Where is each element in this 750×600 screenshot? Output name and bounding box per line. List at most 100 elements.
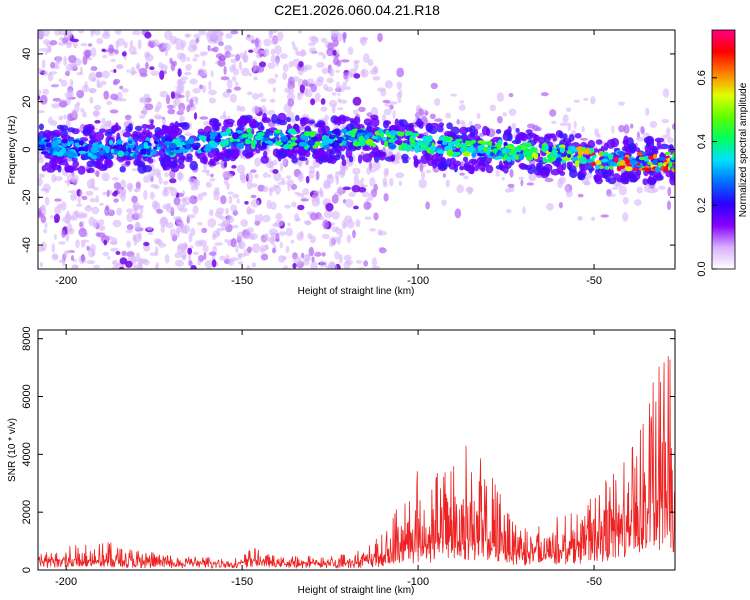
spectrogram-noise-blob [185, 64, 192, 71]
spectrogram-y-tick-label: -20 [21, 189, 33, 205]
spectrogram-noise-blob [353, 73, 361, 79]
spectrogram-noise-blob [285, 227, 293, 237]
spectrogram-noise-blob [330, 30, 339, 37]
spectrogram-ridge-blob [612, 173, 621, 180]
spectrogram-noise-blob [240, 173, 247, 184]
spectrogram-core-blob [68, 140, 75, 144]
spectrogram-ridge-blob [67, 127, 76, 133]
spectrogram-noise-blob [559, 176, 566, 184]
spectrogram-ridge-blob [297, 147, 307, 155]
spectrogram-noise-blob [667, 200, 671, 211]
spectrogram-core-blob [229, 137, 235, 143]
spectrogram-x-tick-label: -150 [231, 275, 253, 287]
spectrogram-noise-blob [666, 127, 671, 136]
spectrogram-core-blob [456, 151, 461, 156]
spectrogram-noise-blob [279, 53, 288, 59]
spectrogram-noise-blob [247, 234, 255, 240]
spectrogram-noise-blob [92, 186, 99, 191]
spectrogram-noise-blob [465, 186, 474, 193]
spectrogram-noise-blob [385, 147, 393, 157]
spectrogram-noise-blob [336, 81, 340, 91]
spectrogram-noise-blob [88, 43, 93, 47]
spectrogram-noise-blob [51, 242, 56, 253]
spectrogram-ridge-blob [373, 154, 380, 163]
spectrogram-noise-blob [143, 93, 151, 99]
spectrogram-noise-blob [92, 264, 101, 269]
spectrogram-noise-blob [216, 207, 225, 215]
spectrogram-core-blob [342, 139, 347, 146]
spectrogram-noise-blob [314, 92, 321, 100]
spectrogram-core-blob [156, 146, 161, 150]
spectrogram-noise-blob [236, 198, 240, 204]
spectrogram-noise-blob [278, 231, 287, 236]
spectrogram-ridge-blob [64, 163, 71, 173]
spectrogram-noise-blob [369, 228, 377, 232]
spectrogram-ridge-blob [398, 119, 404, 125]
spectrogram-noise-blob [211, 259, 217, 268]
spectrogram-core-blob [625, 166, 633, 172]
spectrogram-noise-blob [250, 199, 260, 208]
spectrogram-noise-blob [219, 255, 226, 261]
spectrogram-noise-blob [331, 210, 340, 220]
spectrogram-core-blob [613, 158, 619, 161]
spectrogram-noise-blob [235, 245, 239, 253]
spectrogram-noise-blob [293, 256, 302, 266]
spectrogram-noise-blob [64, 220, 71, 224]
spectrogram-ridge-blob [86, 160, 95, 168]
spectrogram-core-blob [492, 148, 498, 154]
spectrogram-ridge-blob [77, 165, 86, 175]
spectrogram-noise-blob [332, 49, 337, 56]
spectrogram-core-blob [117, 150, 125, 158]
spectrogram-noise-blob [113, 198, 119, 203]
spectrogram-ridge-blob [464, 127, 473, 132]
spectrogram-core-blob [542, 157, 548, 163]
spectrogram-ridge-blob [249, 149, 254, 158]
spectrogram-noise-blob [68, 55, 77, 63]
spectrogram-core-blob [287, 140, 292, 144]
spectrogram-core-blob [220, 131, 229, 137]
spectrogram-noise-blob [383, 108, 392, 116]
spectrogram-noise-blob [149, 66, 155, 71]
spectrogram-core-blob [326, 130, 334, 135]
spectrogram-noise-blob [301, 65, 308, 73]
spectrogram-noise-blob [164, 253, 170, 264]
spectrogram-noise-blob [223, 161, 227, 168]
spectrogram-core-blob [146, 149, 151, 156]
spectrogram-noise-blob [101, 48, 106, 52]
spectrogram-core-blob [484, 141, 493, 146]
spectrogram-ridge-blob [111, 125, 119, 132]
spectrogram-ridge-blob [363, 118, 372, 126]
spectrogram-noise-blob [260, 253, 269, 261]
spectrogram-noise-blob [269, 201, 277, 210]
spectrogram-noise-blob [282, 63, 289, 72]
spectrogram-noise-blob [95, 195, 100, 203]
spectrogram-noise-blob [174, 95, 181, 106]
spectrogram-noise-blob [238, 253, 242, 261]
spectrogram-noise-blob [149, 191, 155, 200]
spectrogram-noise-blob [183, 71, 192, 76]
spectrogram-noise-blob [133, 188, 141, 193]
spectrogram-noise-blob [230, 238, 237, 248]
spectrogram-noise-blob [229, 65, 235, 73]
spectrogram-noise-blob [120, 192, 126, 202]
spectrogram-noise-blob [224, 238, 228, 243]
spectrogram-noise-blob [89, 96, 94, 104]
spectrogram-core-blob [567, 153, 571, 158]
spectrogram-noise-blob [177, 94, 185, 98]
spectrogram-noise-blob [305, 175, 310, 184]
spectrogram-noise-blob [305, 88, 313, 98]
spectrogram-noise-blob [567, 122, 572, 132]
spectrogram-ridge-blob [94, 131, 105, 142]
spectrogram-core-blob [128, 145, 135, 149]
spectrogram-noise-blob [329, 68, 335, 77]
spectrogram-ridge-blob [189, 160, 198, 171]
spectrogram-noise-blob [119, 257, 128, 265]
spectrogram-core-blob [246, 127, 252, 134]
spectrogram-core-blob [472, 143, 479, 147]
spectrogram-noise-blob [211, 233, 217, 241]
spectrogram-noise-blob [371, 161, 381, 171]
spectrogram-noise-blob [618, 124, 625, 133]
spectrogram-noise-blob [425, 201, 430, 210]
spectrogram-noise-blob [119, 98, 127, 102]
spectrogram-noise-blob [208, 209, 214, 217]
